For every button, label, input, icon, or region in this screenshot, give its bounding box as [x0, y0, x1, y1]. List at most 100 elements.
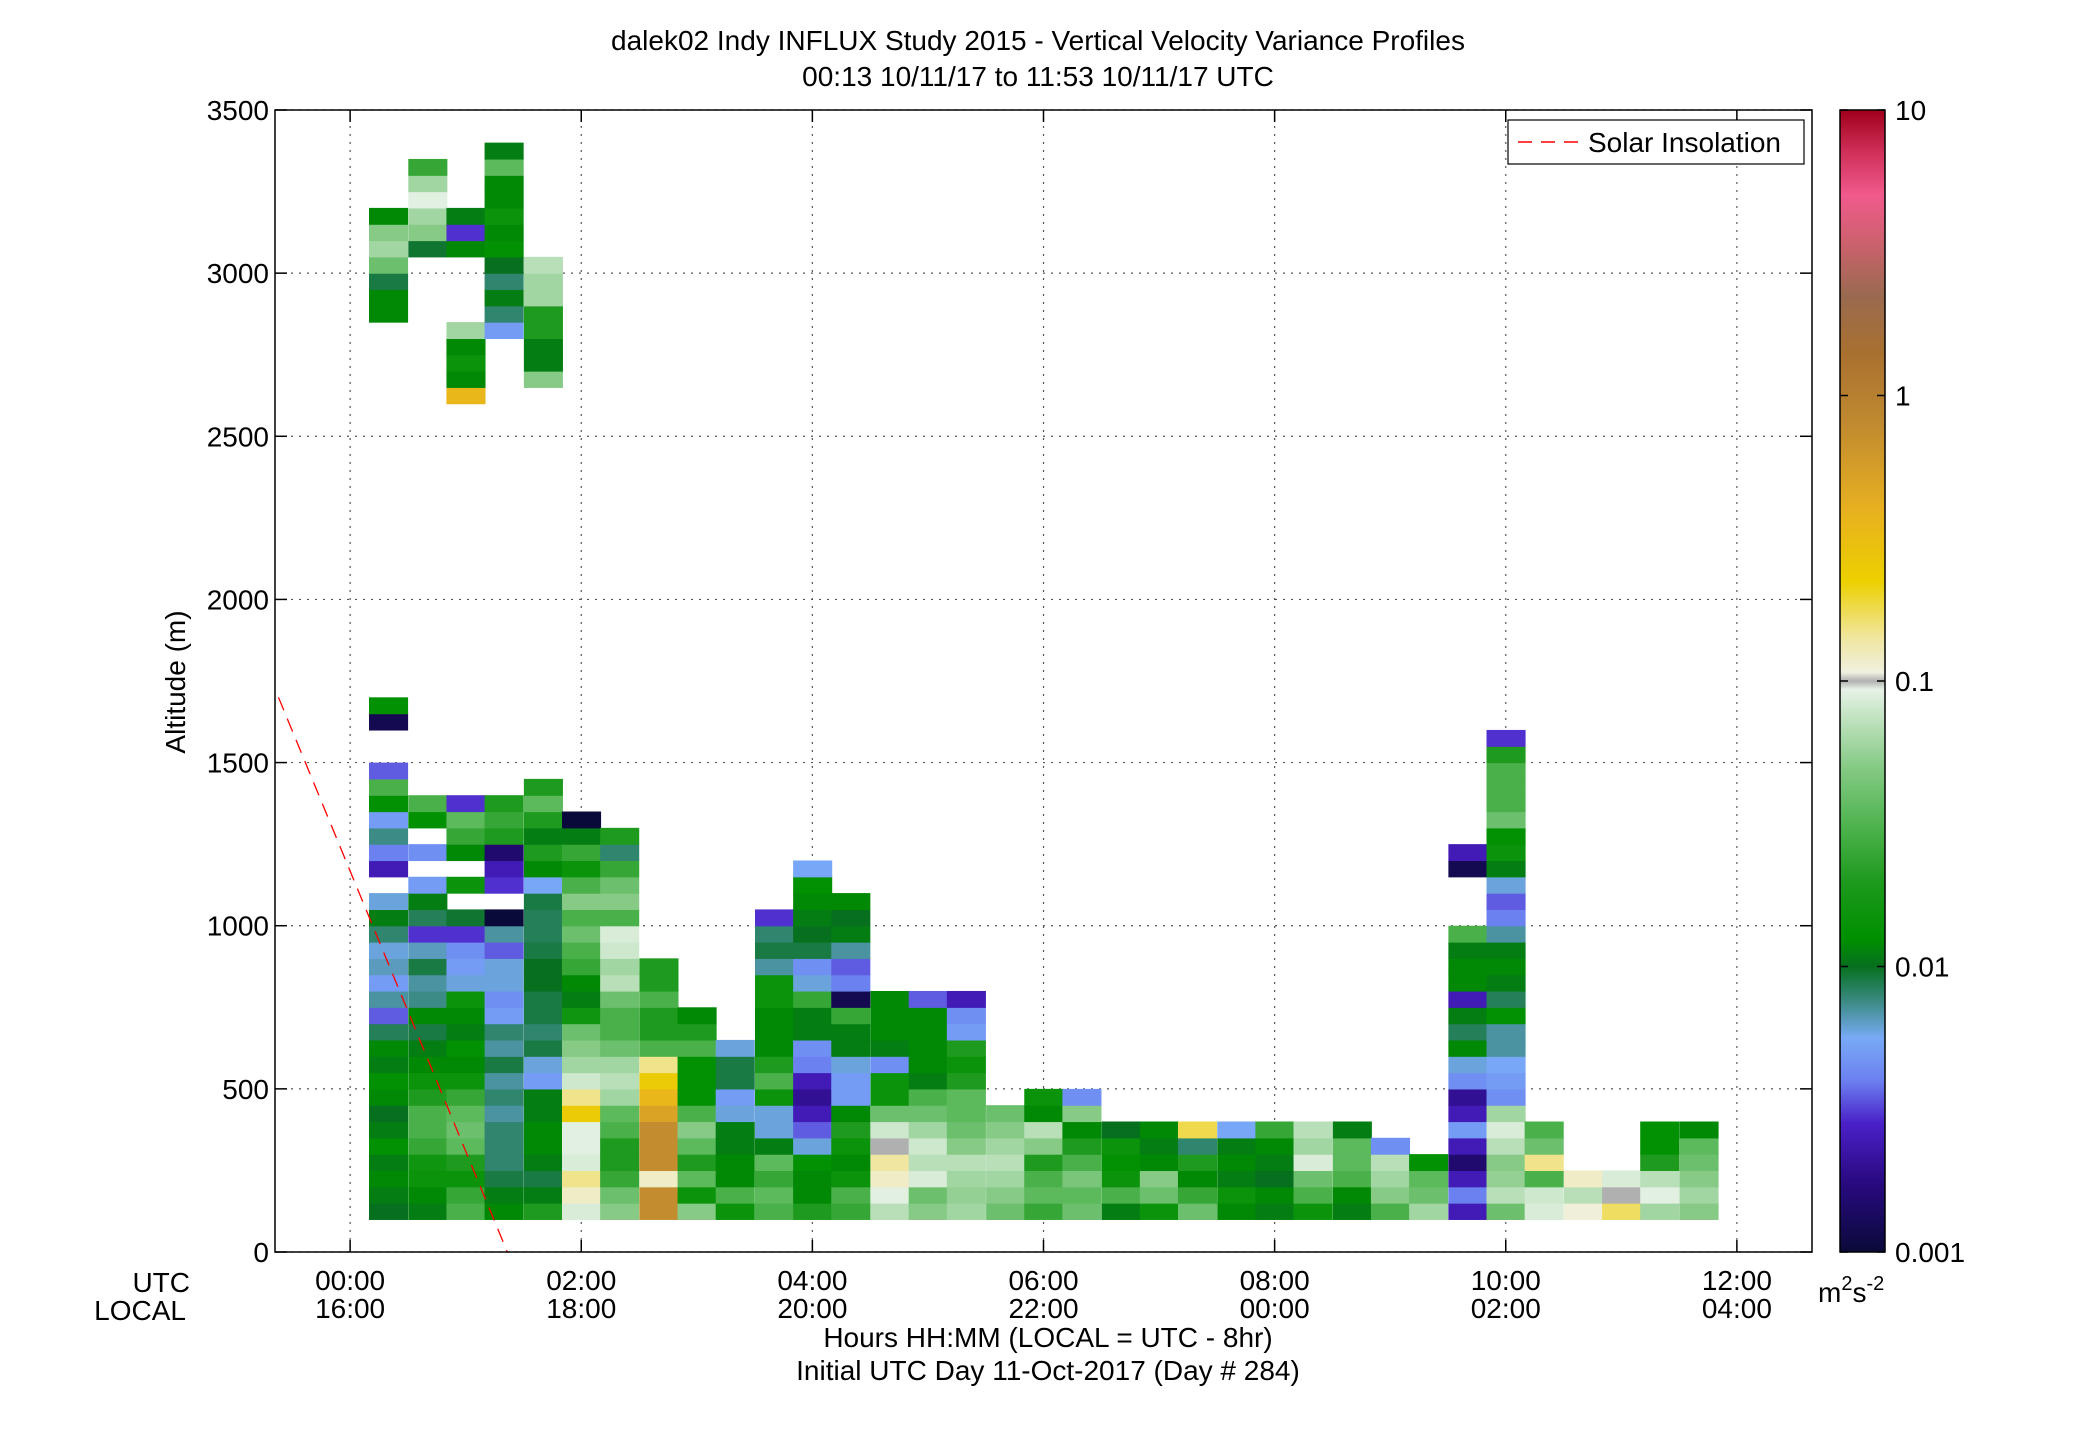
x-tick-label-local: 16:00	[315, 1293, 385, 1324]
heatmap-cell	[1486, 958, 1526, 976]
heatmap-cell	[484, 1186, 524, 1204]
heatmap-cell	[408, 795, 448, 813]
heatmap-cell	[369, 1170, 409, 1188]
heatmap-cell	[908, 1039, 948, 1057]
heatmap-cell	[1217, 1121, 1257, 1139]
x-tick-label-utc: 00:00	[315, 1265, 385, 1296]
heatmap-cell	[408, 240, 448, 258]
heatmap-cell	[562, 1023, 602, 1041]
heatmap-cell	[446, 1137, 486, 1155]
heatmap-cell	[1486, 729, 1526, 747]
heatmap-cell	[446, 844, 486, 862]
heatmap-cell	[562, 1088, 602, 1106]
heatmap-cell	[408, 942, 448, 959]
heatmap-cell	[1640, 1186, 1680, 1204]
heatmap-cell	[1448, 1007, 1488, 1025]
heatmap-cells	[369, 142, 1719, 1220]
x-axis-sublabel: Initial UTC Day 11-Oct-2017 (Day # 284)	[796, 1355, 1300, 1386]
heatmap-cell	[986, 1203, 1026, 1220]
heatmap-cell	[484, 811, 524, 829]
y-tick-label: 0	[253, 1237, 269, 1268]
heatmap-cell	[523, 974, 563, 992]
heatmap-cell	[831, 1186, 871, 1204]
heatmap-cell	[1448, 1203, 1488, 1220]
heatmap-cell	[523, 354, 563, 372]
heatmap-cell	[484, 795, 524, 813]
heatmap-cell	[484, 1023, 524, 1041]
heatmap-cell	[715, 1072, 755, 1090]
heatmap-cell	[523, 1023, 563, 1041]
heatmap-cell	[523, 1186, 563, 1204]
heatmap-cell	[484, 240, 524, 258]
heatmap-cell	[1332, 1170, 1372, 1188]
heatmap-cell	[793, 909, 833, 927]
heatmap-cell	[1524, 1186, 1564, 1204]
heatmap-cell	[369, 224, 409, 242]
heatmap-cell	[408, 158, 448, 176]
heatmap-cell	[831, 1056, 871, 1074]
heatmap-cell	[793, 1154, 833, 1172]
heatmap-cell	[600, 1121, 640, 1139]
heatmap-cell	[677, 1186, 717, 1204]
heatmap-cell	[1024, 1121, 1064, 1139]
heatmap-cell	[639, 1056, 679, 1074]
colorbar-tick-label: 1	[1895, 381, 1911, 412]
heatmap-cell	[484, 1137, 524, 1155]
heatmap-cell	[1409, 1170, 1449, 1188]
heatmap-cell	[639, 958, 679, 976]
heatmap-cell	[754, 990, 795, 1008]
heatmap-cell	[369, 713, 409, 731]
heatmap-cell	[484, 1154, 524, 1172]
heatmap-cell	[1177, 1154, 1218, 1172]
heatmap-cell	[446, 909, 486, 927]
heatmap-cell	[600, 1023, 640, 1041]
colorbar-unit: m2s-2	[1818, 1273, 1884, 1308]
heatmap-cell	[715, 1137, 755, 1155]
heatmap-cell	[639, 974, 679, 992]
heatmap-cell	[1448, 942, 1488, 959]
heatmap-cell	[1139, 1137, 1179, 1155]
colorbar-tick-label: 10	[1895, 95, 1926, 126]
heatmap-cell	[1062, 1105, 1102, 1123]
y-tick-label: 1000	[207, 911, 269, 942]
heatmap-cell	[408, 925, 448, 943]
heatmap-cell	[870, 1088, 910, 1106]
heatmap-cell	[1448, 1186, 1488, 1204]
heatmap-cell	[1255, 1121, 1295, 1139]
heatmap-cell	[1486, 778, 1526, 796]
heatmap-cell	[523, 338, 563, 356]
heatmap-cell	[600, 942, 640, 959]
heatmap-cell	[446, 990, 486, 1008]
heatmap-cell	[523, 1137, 563, 1155]
heatmap-cell	[1448, 1039, 1488, 1057]
heatmap-cell	[1370, 1137, 1411, 1155]
heatmap-cell	[1486, 1203, 1526, 1220]
heatmap-cell	[562, 1121, 602, 1139]
heatmap-cell	[484, 1056, 524, 1074]
heatmap-cell	[870, 1137, 910, 1155]
heatmap-cell	[677, 1137, 717, 1155]
heatmap-cell	[831, 1154, 871, 1172]
heatmap-cell	[1486, 925, 1526, 943]
heatmap-cell	[639, 1105, 679, 1123]
x-tick-label-local: 04:00	[1702, 1293, 1772, 1324]
heatmap-cell	[1217, 1203, 1257, 1220]
heatmap-cell	[908, 1121, 948, 1139]
heatmap-cell	[446, 338, 486, 356]
heatmap-cell	[408, 1105, 448, 1123]
heatmap-cell	[446, 1154, 486, 1172]
heatmap-cell	[446, 1007, 486, 1025]
heatmap-cell	[600, 860, 640, 878]
heatmap-cell	[523, 1105, 563, 1123]
heatmap-cell	[1486, 974, 1526, 992]
heatmap-cell	[946, 1137, 986, 1155]
heatmap-cell	[484, 860, 524, 878]
heatmap-cell	[831, 909, 871, 927]
heatmap-cell	[677, 1154, 717, 1172]
heatmap-cell	[793, 1186, 833, 1204]
heatmap-cell	[369, 762, 409, 780]
heatmap-cell	[677, 1072, 717, 1090]
heatmap-cell	[562, 811, 602, 829]
heatmap-cell	[639, 1154, 679, 1172]
heatmap-cell	[523, 1170, 563, 1188]
